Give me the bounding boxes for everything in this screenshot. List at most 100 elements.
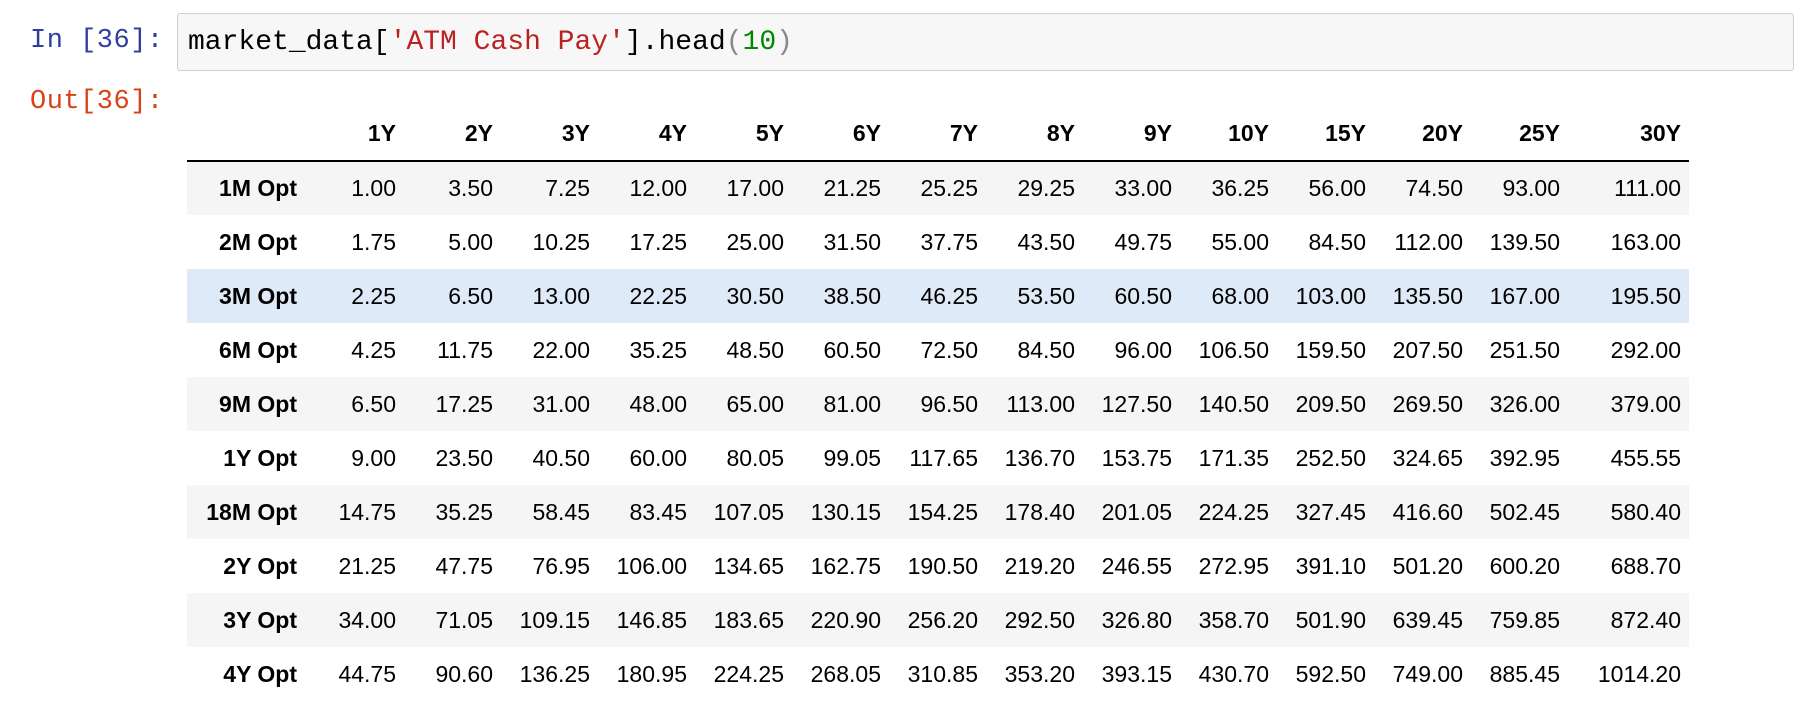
table-cell: 71.05 xyxy=(435,606,493,633)
column-header: 8Y xyxy=(986,106,1083,162)
table-cell: 21.25 xyxy=(338,552,396,579)
table-cell: 29.25 xyxy=(1017,175,1075,201)
table-row: 1Y Opt 9.00 23.50 40.50 60.00 80.05 99.05 117.6… xyxy=(187,431,1689,485)
row-label: 9M Opt xyxy=(219,390,297,417)
code-close-paren: ) xyxy=(776,27,793,58)
table-cell: 251.50 xyxy=(1489,336,1560,363)
code-text[interactable]: market_data['ATM Cash Pay'].head(10) xyxy=(188,27,793,58)
table-cell: 6.50 xyxy=(351,390,396,417)
table-cell: 35.25 xyxy=(435,498,493,525)
table-row: 4Y Opt 44.75 90.60 136.25 180.95 224.25 268.05… xyxy=(187,647,1689,701)
table-cell: 68.00 xyxy=(1211,282,1269,309)
table-cell: 103.00 xyxy=(1295,282,1366,309)
table-cell: 40.50 xyxy=(532,444,590,471)
table-cell: 501.20 xyxy=(1392,552,1463,579)
table-cell: 72.50 xyxy=(920,336,978,363)
table-cell: 759.85 xyxy=(1489,606,1560,633)
table-cell: 21.25 xyxy=(823,175,881,201)
table-cell: 326.00 xyxy=(1489,390,1560,417)
table-cell: 580.40 xyxy=(1610,498,1681,525)
table-cell: 36.25 xyxy=(1211,175,1269,201)
code-string: 'ATM Cash Pay' xyxy=(389,27,625,58)
table-cell: 17.00 xyxy=(726,175,784,201)
table-cell: 749.00 xyxy=(1392,660,1463,687)
in-prompt: In [36]: xyxy=(30,26,164,56)
table-cell: 139.50 xyxy=(1489,228,1560,255)
table-cell: 53.50 xyxy=(1017,282,1075,309)
table-cell: 1.00 xyxy=(351,175,396,201)
table-cell: 12.00 xyxy=(629,175,687,201)
table-cell: 47.75 xyxy=(435,552,493,579)
table-cell: 220.90 xyxy=(810,606,881,633)
table-cell: 391.10 xyxy=(1295,552,1366,579)
table-cell: 13.00 xyxy=(532,282,590,309)
table-cell: 272.95 xyxy=(1198,552,1269,579)
column-header: 7Y xyxy=(889,106,986,162)
code-open-paren: ( xyxy=(725,27,743,58)
table-cell: 180.95 xyxy=(616,660,687,687)
table-cell: 292.00 xyxy=(1610,336,1681,363)
code-prefix: market_data[ xyxy=(188,27,390,58)
table-row: 3M Opt 2.25 6.50 13.00 22.25 30.50 38.50 46.25 5… xyxy=(187,269,1689,323)
table-cell: 358.70 xyxy=(1198,606,1269,633)
table-cell: 17.25 xyxy=(629,228,687,255)
table-cell: 74.50 xyxy=(1405,175,1463,201)
table-cell: 109.15 xyxy=(519,606,590,633)
table-cell: 80.05 xyxy=(726,444,784,471)
table-cell: 9.00 xyxy=(351,444,396,471)
table-cell: 10.25 xyxy=(532,228,590,255)
table-cell: 90.60 xyxy=(435,660,493,687)
row-label: 3M Opt xyxy=(219,282,297,309)
table-cell: 190.50 xyxy=(907,552,978,579)
table-cell: 140.50 xyxy=(1198,390,1269,417)
column-header: 20Y xyxy=(1374,106,1471,162)
table-cell: 885.45 xyxy=(1489,660,1560,687)
column-header: 5Y xyxy=(695,106,792,162)
table-cell: 135.50 xyxy=(1392,282,1463,309)
table-cell: 600.20 xyxy=(1489,552,1560,579)
table-cell: 6.50 xyxy=(448,282,493,309)
table-cell: 688.70 xyxy=(1610,552,1681,579)
table-cell: 353.20 xyxy=(1004,660,1075,687)
code-cell[interactable]: market_data['ATM Cash Pay'].head(10) xyxy=(177,13,1794,71)
table-cell: 112.00 xyxy=(1394,228,1463,255)
table-cell: 167.00 xyxy=(1489,282,1560,309)
column-header: 10Y xyxy=(1180,106,1277,162)
table-cell: 392.95 xyxy=(1489,444,1560,471)
code-arg: 10 xyxy=(742,27,777,58)
table-cell: 48.00 xyxy=(629,390,687,417)
table-cell: 76.95 xyxy=(532,552,590,579)
table-cell: 171.35 xyxy=(1198,444,1269,471)
table-cell: 326.80 xyxy=(1101,606,1172,633)
table-cell: 324.65 xyxy=(1392,444,1463,471)
table-cell: 639.45 xyxy=(1392,606,1463,633)
table-cell: 43.50 xyxy=(1017,228,1075,255)
table-row: 2Y Opt 21.25 47.75 76.95 106.00 134.65 162.75 1… xyxy=(187,539,1689,593)
table-cell: 107.05 xyxy=(713,498,784,525)
table-cell: 23.50 xyxy=(435,444,493,471)
row-label: 18M Opt xyxy=(206,498,297,525)
table-cell: 269.50 xyxy=(1392,390,1463,417)
table-cell: 34.00 xyxy=(338,606,396,633)
table-cell: 455.55 xyxy=(1610,444,1681,471)
table-cell: 25.25 xyxy=(920,175,978,201)
table-cell: 35.25 xyxy=(629,336,687,363)
table-cell: 60.50 xyxy=(823,336,881,363)
table-row: 6M Opt 4.25 11.75 22.00 35.25 48.50 60.50 72.50… xyxy=(187,323,1689,377)
table-cell: 113.00 xyxy=(1006,390,1075,417)
table-cell: 30.50 xyxy=(726,282,784,309)
table-cell: 268.05 xyxy=(810,660,881,687)
table-cell: 134.65 xyxy=(713,552,784,579)
table-cell: 38.50 xyxy=(823,282,881,309)
table-cell: 130.15 xyxy=(810,498,881,525)
table-row: 9M Opt 6.50 17.25 31.00 48.00 65.00 81.00 96.50… xyxy=(187,377,1689,431)
table-cell: 162.75 xyxy=(810,552,881,579)
column-header: 30Y xyxy=(1568,106,1689,162)
table-cell: 25.00 xyxy=(726,228,784,255)
column-header: 2Y xyxy=(404,106,501,162)
table-cell: 48.50 xyxy=(726,336,784,363)
row-label: 6M Opt xyxy=(219,336,297,363)
table-cell: 17.25 xyxy=(435,390,493,417)
table-cell: 81.00 xyxy=(823,390,881,417)
table-cell: 2.25 xyxy=(351,282,396,309)
